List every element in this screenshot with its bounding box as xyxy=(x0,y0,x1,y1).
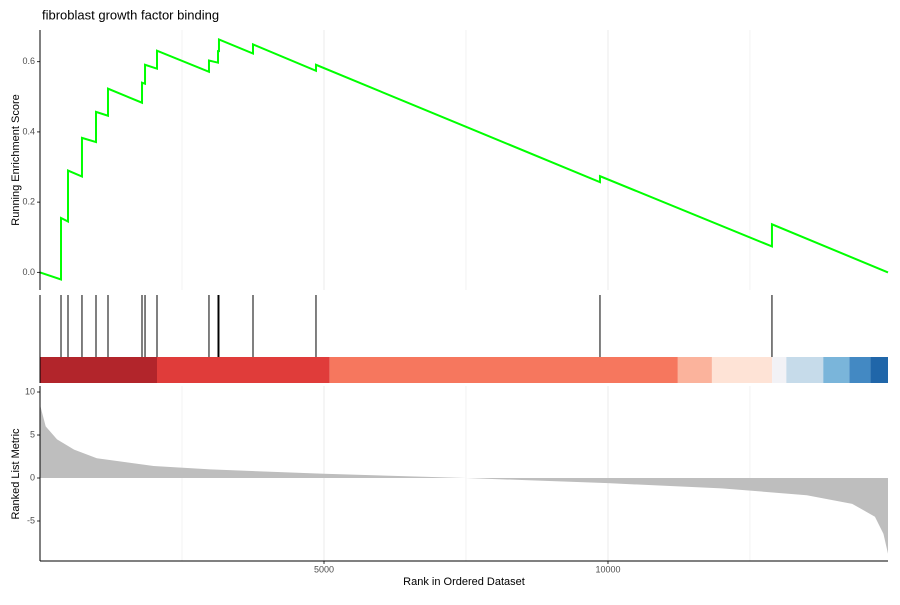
enrichment-line xyxy=(39,37,889,281)
y-tick-label: -5 xyxy=(27,515,35,525)
y-axis-label: Running Enrichment Score xyxy=(10,94,22,225)
rank-band xyxy=(786,357,824,383)
y-tick-label: 0.0 xyxy=(22,267,35,277)
y-tick-label: 0.6 xyxy=(22,56,35,66)
chart-title: fibroblast growth factor binding xyxy=(42,7,219,22)
y-tick-label: 0.4 xyxy=(22,126,35,136)
rank-band xyxy=(849,357,871,383)
rank-band xyxy=(823,357,850,383)
y-tick-label: 10 xyxy=(25,386,35,396)
rank-band xyxy=(677,357,712,383)
y-tick-label: 0.2 xyxy=(22,197,35,207)
rank-band xyxy=(157,357,330,383)
rank-band xyxy=(772,357,787,383)
rank-band xyxy=(40,357,158,383)
x-tick-label: 5000 xyxy=(314,564,334,574)
x-axis-label: Rank in Ordered Dataset xyxy=(403,576,525,588)
x-tick-label: 10000 xyxy=(595,564,620,574)
y-tick-label: 5 xyxy=(30,429,35,439)
rank-band xyxy=(870,357,888,383)
y-tick-label: 0 xyxy=(30,472,35,482)
rank-band xyxy=(329,357,678,383)
metric-area xyxy=(40,404,888,554)
y-axis-label: Ranked List Metric xyxy=(10,428,22,520)
rank-band xyxy=(711,357,773,383)
